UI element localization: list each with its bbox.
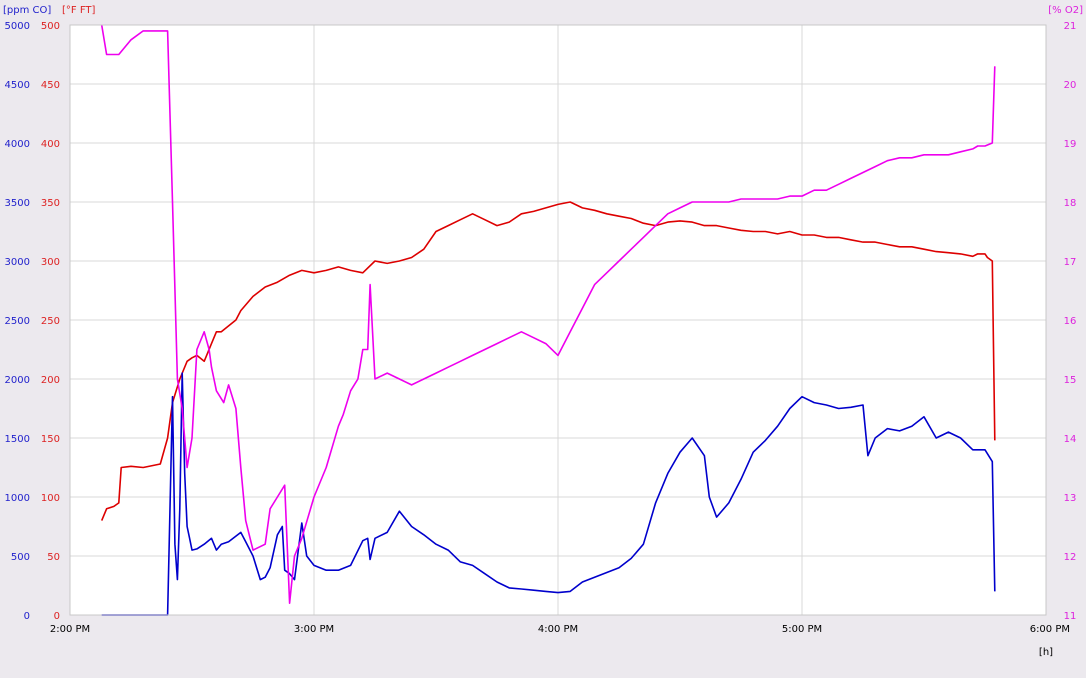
y-tick-label-co: 5000 xyxy=(5,21,30,32)
series-layer xyxy=(100,24,996,616)
y-tick-label-co: 3000 xyxy=(5,257,30,268)
axis-title-o2: [% O2] xyxy=(1048,5,1083,16)
y-tick-label-o2: 12 xyxy=(1064,552,1077,563)
axes: 2:00 PM 3:00 PM 4:00 PM 5:00 PM 6:00 PM05001… xyxy=(3,5,1083,658)
y-tick-label-o2: 21 xyxy=(1064,21,1077,32)
y-tick-label-o2: 14 xyxy=(1064,434,1077,445)
y-tick-label-o2: 17 xyxy=(1064,257,1077,268)
x-tick-label: 2:00 PM xyxy=(50,624,90,635)
y-tick-label-co: 3500 xyxy=(5,198,30,209)
y-tick-label-co: 4000 xyxy=(5,139,30,150)
y-tick-label-ft: 400 xyxy=(41,139,60,150)
y-tick-label-o2: 19 xyxy=(1064,139,1077,150)
y-tick-label-ft: 250 xyxy=(41,316,60,327)
y-tick-label-ft: 150 xyxy=(41,434,60,445)
y-tick-label-co: 2000 xyxy=(5,375,30,386)
y-tick-label-ft: 50 xyxy=(47,552,60,563)
axis-title-co: [ppm CO] xyxy=(3,5,51,16)
y-tick-label-ft: 300 xyxy=(41,257,60,268)
y-tick-label-o2: 13 xyxy=(1064,493,1077,504)
y-tick-label-ft: 500 xyxy=(41,21,60,32)
plot-border xyxy=(69,24,1047,616)
y-tick-label-ft: 0 xyxy=(54,611,60,622)
x-tick-label: 5:00 PM xyxy=(782,624,822,635)
series-line-o2 xyxy=(100,24,996,605)
y-tick-label-ft: 450 xyxy=(41,80,60,91)
y-tick-label-co: 4500 xyxy=(5,80,30,91)
y-tick-label-co: 1500 xyxy=(5,434,30,445)
y-tick-label-co: 2500 xyxy=(5,316,30,327)
y-tick-label-ft: 350 xyxy=(41,198,60,209)
y-tick-label-co: 500 xyxy=(11,552,30,563)
x-tick-label: 4:00 PM xyxy=(538,624,578,635)
y-tick-label-o2: 20 xyxy=(1064,80,1077,91)
axis-title-ft: [°F FT] xyxy=(62,5,96,16)
y-tick-label-o2: 15 xyxy=(1064,375,1077,386)
series-line-ft xyxy=(100,201,996,521)
y-tick-label-ft: 100 xyxy=(41,493,60,504)
y-tick-label-co: 1000 xyxy=(5,493,30,504)
y-tick-label-co: 0 xyxy=(24,611,30,622)
x-unit-label: [h] xyxy=(1039,647,1053,658)
series-line-co xyxy=(101,372,996,616)
y-tick-label-o2: 11 xyxy=(1064,611,1077,622)
y-tick-label-o2: 18 xyxy=(1064,198,1077,209)
x-tick-label: 3:00 PM xyxy=(294,624,334,635)
y-tick-label-ft: 200 xyxy=(41,375,60,386)
y-tick-label-o2: 16 xyxy=(1064,316,1077,327)
x-tick-label: 6:00 PM xyxy=(1030,624,1070,635)
